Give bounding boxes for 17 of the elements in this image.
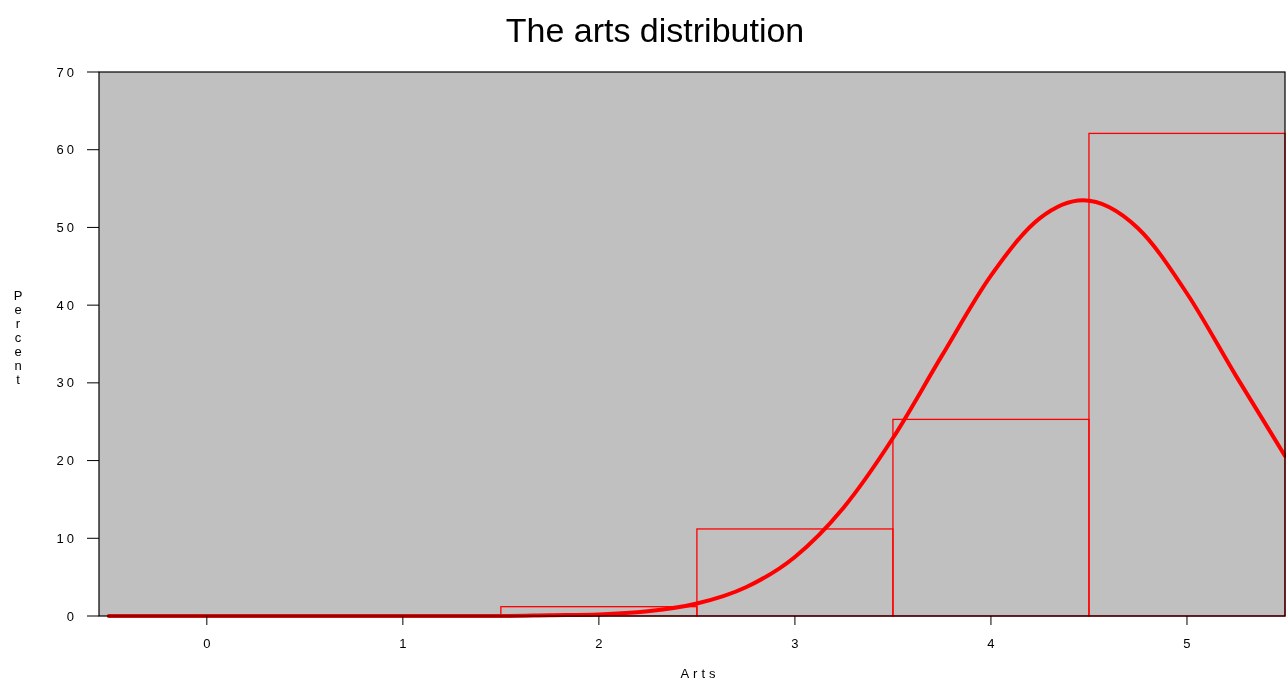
y-tick-label: 50 — [56, 219, 77, 235]
y-tick-label: 30 — [56, 375, 77, 391]
x-tick-label: 0 — [203, 636, 211, 651]
x-tick-label: 4 — [987, 636, 995, 651]
y-tick-label: 20 — [56, 453, 77, 469]
x-tick-label: 5 — [1183, 636, 1191, 651]
chart-title: The arts distribution — [505, 11, 805, 49]
y-tick-label: 40 — [56, 297, 77, 313]
y-tick-label: 70 — [56, 64, 77, 80]
y-axis-title: Percent — [13, 288, 23, 387]
x-axis-title: Arts — [680, 666, 720, 681]
x-tick-label: 3 — [791, 636, 799, 651]
y-tick-label: 0 — [66, 608, 77, 624]
y-tick-label: 10 — [56, 530, 77, 546]
x-tick-label: 1 — [399, 636, 407, 651]
x-tick-label: 2 — [595, 636, 603, 651]
y-tick-label: 60 — [56, 142, 77, 158]
